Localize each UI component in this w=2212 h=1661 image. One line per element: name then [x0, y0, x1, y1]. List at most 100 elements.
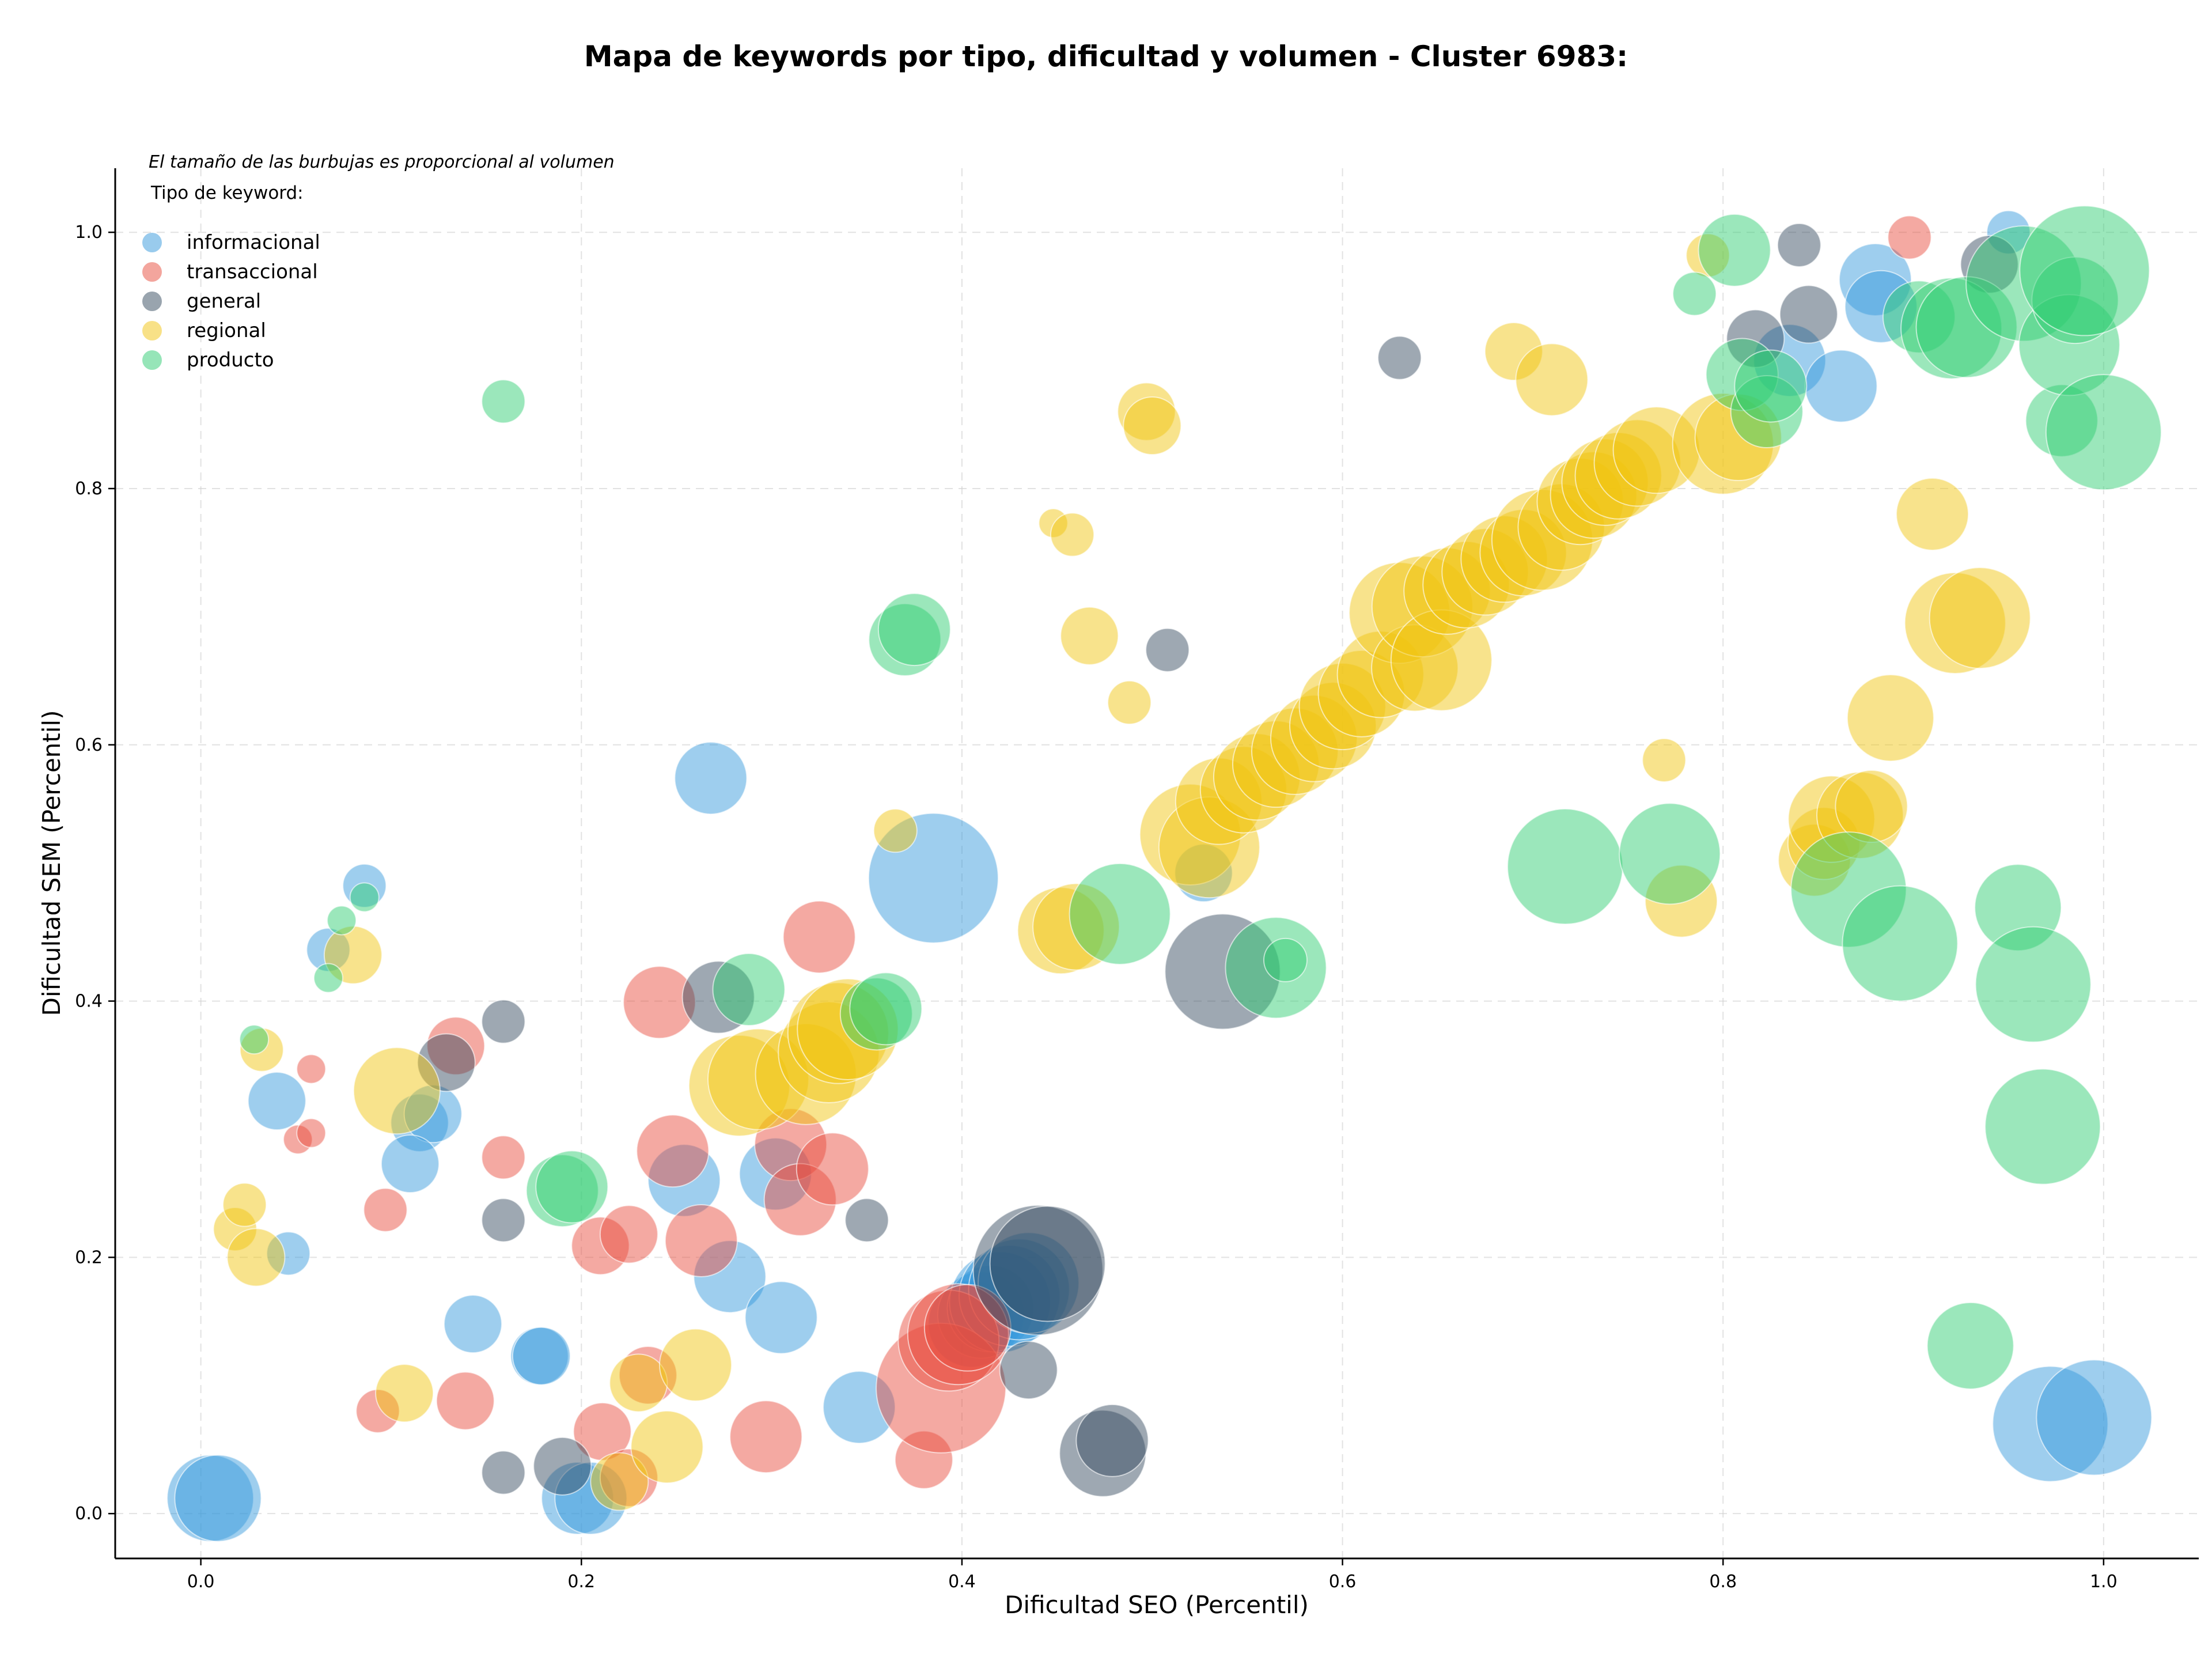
x-tick-label: 0.0 [187, 1572, 215, 1592]
x-tick-label: 0.6 [1329, 1572, 1357, 1592]
producto-bubble [1225, 917, 1327, 1019]
regional-bubble [1515, 343, 1589, 417]
informacional-bubble [1844, 270, 1918, 343]
x-tick-label: 0.8 [1709, 1572, 1737, 1592]
x-tick-label: 1.0 [2090, 1572, 2118, 1592]
producto-bubble [1984, 1068, 2101, 1185]
legend-marker [142, 321, 162, 340]
regional-bubble [1390, 609, 1493, 712]
series-regional [213, 233, 2031, 1511]
producto-bubble [313, 963, 343, 993]
producto-bubble [239, 1024, 270, 1055]
regional-bubble [1060, 606, 1119, 665]
producto-bubble [1069, 862, 1171, 965]
regional-bubble [1593, 419, 1681, 507]
regional-bubble [707, 1028, 809, 1130]
transaccional-bubble [571, 1216, 630, 1276]
regional-bubble [1317, 649, 1406, 737]
informacional-bubble [1804, 349, 1878, 423]
producto-bubble [535, 1150, 609, 1224]
regional-bubble [1561, 438, 1649, 526]
regional-bubble [1645, 864, 1718, 938]
informacional-bubble [444, 1295, 503, 1354]
regional-bubble [1251, 707, 1339, 795]
regional-bubble [1550, 451, 1638, 539]
informacional-bubble [693, 1240, 767, 1314]
transaccional-bubble [782, 900, 856, 974]
series-transaccional [283, 215, 1932, 1507]
informacional-bubble [1992, 1365, 2109, 1482]
general-bubble [1145, 627, 1190, 672]
regional-bubble [630, 1410, 704, 1484]
producto-bubble [2031, 256, 2119, 345]
producto-bubble [849, 972, 923, 1046]
general-bubble [1075, 1403, 1149, 1477]
regional-bubble [1896, 477, 1969, 551]
y-axis-label: Dificultad SEM (Percentil) [37, 710, 66, 1016]
regional-bubble [222, 1182, 267, 1227]
chart-title: Mapa de keywords por tipo, dificultad y … [584, 40, 1628, 73]
regional-bubble [1517, 483, 1605, 571]
regional-bubble [1107, 680, 1152, 725]
regional-bubble [1117, 382, 1176, 441]
bubble-size-note: El tamaño de las burbujas es proporciona… [149, 152, 615, 172]
informacional-bubble [868, 812, 999, 944]
regional-bubble [353, 1047, 441, 1135]
producto-bubble [1730, 375, 1804, 449]
regional-bubble [873, 808, 918, 853]
transaccional-bubble [599, 1448, 658, 1507]
informacional-bubble [2036, 1359, 2153, 1476]
legend-item-transaccional: transaccional [142, 260, 318, 283]
series-informacional [166, 210, 2153, 1542]
y-tick-label: 0.2 [75, 1247, 103, 1267]
informacional-bubble [166, 1454, 255, 1542]
series-producto [239, 205, 2162, 1390]
transaccional-bubble [435, 1371, 495, 1431]
producto-bubble [877, 593, 951, 667]
legend-label: producto [187, 349, 274, 372]
legend-label: general [187, 290, 261, 313]
producto-bubble [1705, 338, 1779, 411]
transaccional-bubble [729, 1400, 803, 1474]
general-bubble [1777, 222, 1821, 267]
regional-bubble [755, 1023, 857, 1125]
general-bubble [989, 1205, 1106, 1322]
regional-bubble [213, 1206, 257, 1251]
regional-bubble [1904, 572, 2006, 675]
general-bubble [999, 1341, 1058, 1400]
legend-title: Tipo de keyword: [150, 183, 304, 203]
transaccional-bubble [636, 1114, 710, 1188]
transaccional-bubble [897, 1289, 1000, 1392]
regional-bubble [1787, 775, 1876, 863]
producto-bubble [2018, 294, 2120, 396]
producto-bubble [2045, 374, 2162, 491]
transaccional-bubble [618, 1345, 677, 1405]
regional-bubble [1929, 567, 2031, 669]
regional-bubble [1574, 432, 1662, 520]
regional-bubble [239, 1027, 284, 1072]
regional-bubble [590, 1452, 649, 1511]
general-bubble [481, 1450, 526, 1495]
legend-item-general: general [142, 290, 261, 313]
x-axis-label: Dificultad SEO (Percentil) [1005, 1591, 1309, 1619]
informacional-bubble [959, 1244, 1061, 1347]
regional-bubble [1642, 737, 1687, 782]
transaccional-bubble [481, 1135, 526, 1180]
informacional-bubble [342, 863, 387, 908]
informacional-bubble [1986, 210, 2031, 255]
regional-bubble [1612, 406, 1700, 494]
informacional-bubble [968, 1238, 1070, 1341]
general-bubble [481, 1198, 526, 1243]
regional-bubble [1479, 509, 1567, 597]
informacional-bubble [674, 741, 748, 815]
legend-marker [142, 292, 162, 311]
informacional-bubble [306, 928, 351, 973]
producto-bubble [1507, 808, 1624, 925]
y-tick-label: 0.4 [75, 992, 103, 1012]
transaccional-bubble [894, 1430, 953, 1489]
regional-bubble [797, 978, 899, 1081]
producto-bubble [1974, 864, 2062, 952]
transaccional-bubble [1887, 215, 1932, 260]
regional-bubble [1441, 528, 1529, 616]
